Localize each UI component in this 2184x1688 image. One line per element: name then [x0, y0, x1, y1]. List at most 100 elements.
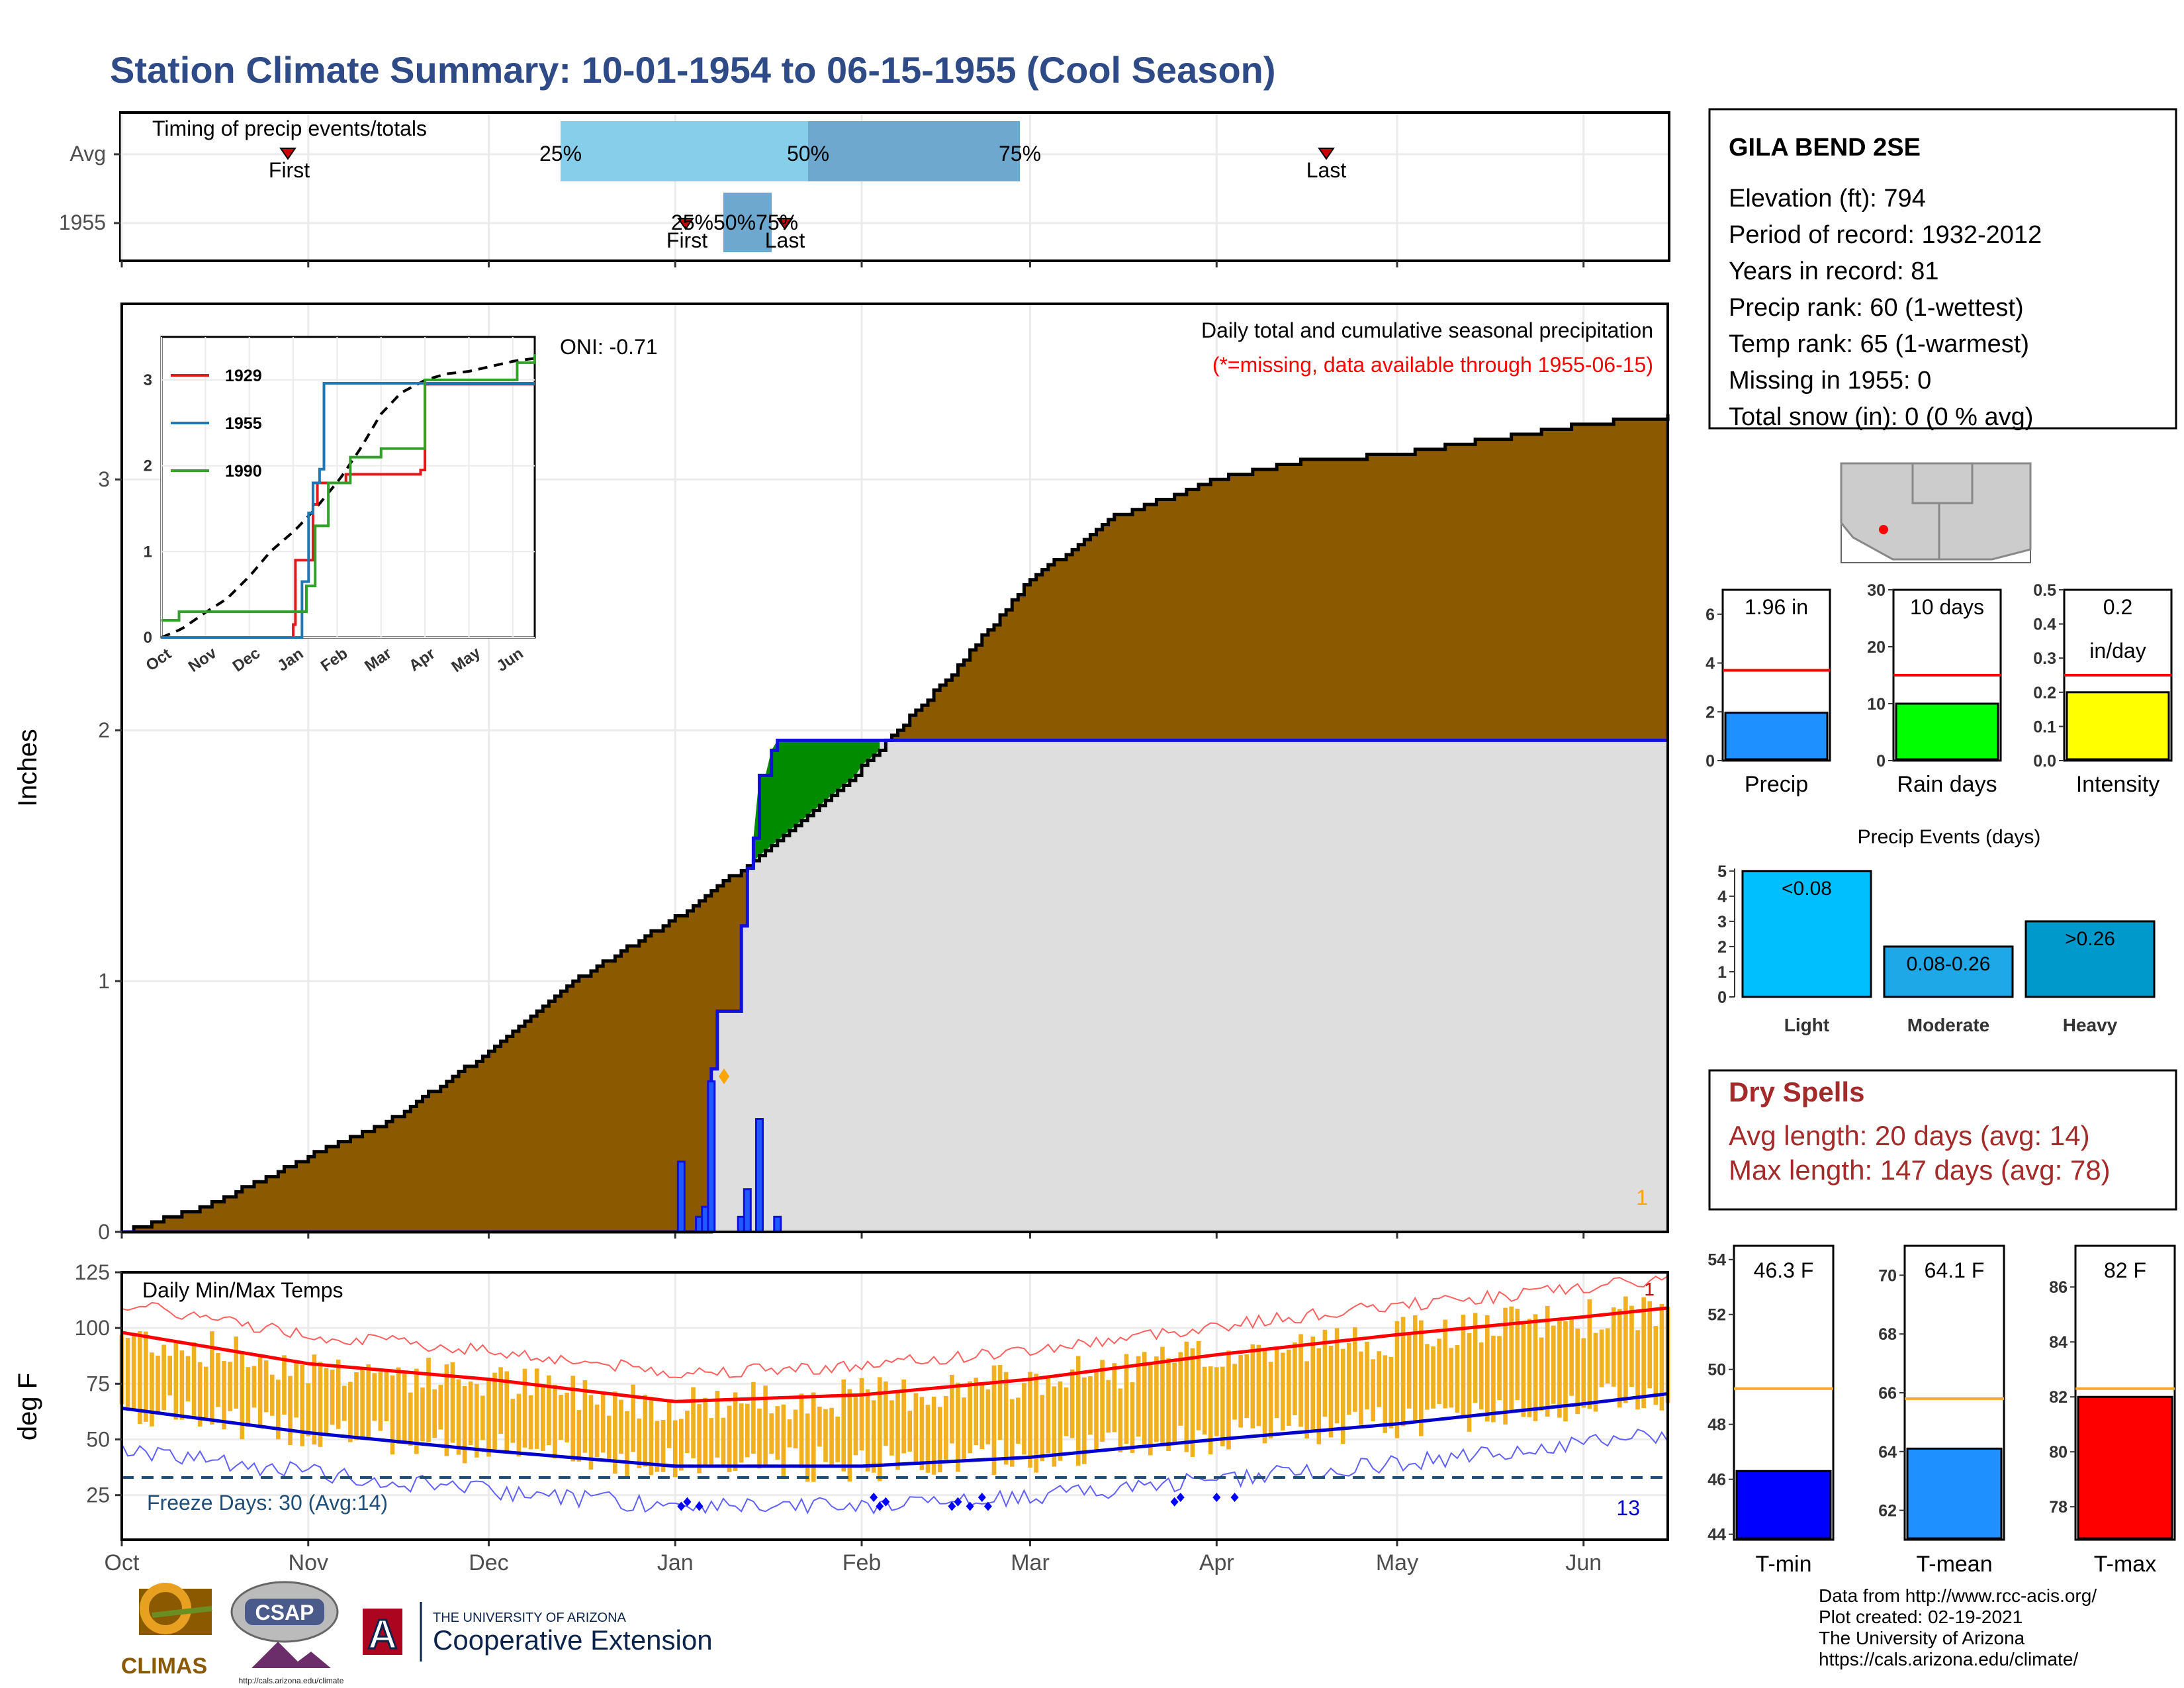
year-last-marker — [776, 218, 794, 230]
mini-precip-ytick: 0.3 — [2033, 649, 2056, 668]
daily-temp-bar — [216, 1352, 220, 1407]
mini-temp-chart: 44 46 48 50 52 54 46.3 F T-min — [1707, 1244, 1835, 1577]
precip-ytick: 0 — [98, 1220, 110, 1244]
daily-temp-bar — [745, 1403, 750, 1458]
daily-temp-bar — [414, 1368, 419, 1454]
daily-temp-bar — [179, 1350, 185, 1420]
daily-temp-bar — [672, 1420, 678, 1477]
daily-temp-bar — [631, 1384, 635, 1452]
daily-temp-bar — [1274, 1349, 1279, 1419]
temp-ytick: 50 — [86, 1428, 110, 1452]
oni-label: ONI: -0.71 — [560, 335, 658, 359]
daily-temp-bar — [1028, 1372, 1032, 1468]
daily-temp-bar — [324, 1368, 329, 1436]
daily-temp-bar — [228, 1362, 232, 1411]
daily-temp-bar — [685, 1411, 690, 1454]
daily-temp-bar — [257, 1354, 263, 1427]
daily-temp-bar — [1022, 1383, 1026, 1455]
svg-text:http://cals.arizona.edu/climat: http://cals.arizona.edu/climate — [239, 1676, 344, 1685]
daily-temp-bar — [384, 1370, 389, 1421]
daily-temp-bar — [504, 1371, 510, 1454]
mini-precip-ytick: 20 — [1867, 638, 1886, 657]
mini-temp-ytick: 78 — [2049, 1498, 2068, 1517]
daily-temp-bar — [931, 1396, 936, 1475]
station-info-line: Precip rank: 60 (1-wettest) — [1729, 294, 2024, 322]
missing-note: (*=missing, data available through 1955-… — [1212, 353, 1653, 377]
daily-temp-bar — [660, 1419, 666, 1472]
daily-temp-bar — [197, 1362, 203, 1427]
daily-temp-bar — [510, 1399, 516, 1443]
daily-temp-bar — [1130, 1382, 1135, 1453]
station-info-line: Period of record: 1932-2012 — [1729, 221, 2042, 249]
freeze-day-marker — [695, 1501, 704, 1511]
mini-temp-label: T-max — [2094, 1552, 2156, 1577]
avg-first-label: First — [269, 158, 310, 182]
mini-precip-ytick: 4 — [1706, 655, 1715, 673]
daily-temp-bar — [757, 1408, 762, 1469]
event-bar — [1883, 945, 2014, 998]
daily-temp-bar — [1545, 1305, 1550, 1417]
mini-precip-label: Intensity — [2076, 772, 2160, 797]
event-bar-label: 0.08-0.26 — [1907, 953, 1991, 975]
month-tick-label: Jan — [657, 1550, 694, 1575]
daily-temp-bar — [1527, 1319, 1532, 1417]
daily-temp-bar — [1371, 1359, 1375, 1422]
daily-temp-bar — [1293, 1342, 1297, 1415]
daily-temp-bar — [1075, 1356, 1081, 1466]
event-bar-label: <0.08 — [1782, 878, 1832, 900]
record-max-line — [121, 1276, 1668, 1379]
mini-temp-bar — [1906, 1447, 2003, 1540]
daily-temp-bar — [1100, 1360, 1105, 1442]
daily-temp-bar — [727, 1405, 732, 1472]
temps-panel: 25 50 75 100 125 Oct Nov Dec Jan Feb Mar Apr May Jun… — [13, 1260, 1670, 1575]
avg-q25-label: 25% — [539, 142, 582, 165]
daily-temp-bar — [649, 1397, 654, 1476]
daily-temp-bar — [1268, 1362, 1273, 1438]
daily-temp-bar — [420, 1387, 425, 1442]
daily-temp-bar — [1485, 1315, 1490, 1422]
daily-temp-bar — [901, 1379, 906, 1454]
avg-q25-q50-bar — [561, 121, 808, 181]
mini-precip-chart: 0 2 4 6 1.96 in Precip — [1706, 588, 1831, 797]
daily-temp-bar — [733, 1392, 738, 1471]
svg-text:CSAP: CSAP — [255, 1601, 314, 1624]
station-info-line: Temp rank: 65 (1-warmest) — [1729, 330, 2029, 358]
daily-temp-bar — [937, 1407, 942, 1473]
daily-temp-bar — [997, 1364, 1003, 1440]
mini-temp-ytick: 70 — [1878, 1266, 1897, 1285]
daily-temp-bar — [769, 1413, 774, 1454]
daily-temp-bar — [600, 1391, 606, 1453]
events-ytick: 4 — [1717, 888, 1727, 906]
event-category: Heavy — [2063, 1015, 2118, 1035]
footer-line: Data from http://www.rcc-acis.org/ — [1819, 1585, 2097, 1606]
mini-temp-label: T-mean — [1916, 1552, 1992, 1577]
daily-temp-bar — [1262, 1350, 1267, 1444]
daily-temp-bar — [781, 1404, 786, 1479]
freeze-day-marker — [954, 1497, 962, 1507]
mini-temp-ytick: 44 — [1707, 1526, 1726, 1544]
daily-precip-bar — [676, 1160, 686, 1233]
daily-temp-bar — [968, 1381, 972, 1454]
mini-precip-value-unit: in/day — [2089, 639, 2146, 663]
daily-temp-bar — [1136, 1356, 1141, 1437]
station-info-line: Missing in 1955: 0 — [1729, 367, 1931, 395]
mini-precip-ytick: 2 — [1706, 703, 1715, 722]
daily-temp-bar — [991, 1365, 997, 1476]
dry-spells-max: Max length: 147 days (avg: 78) — [1729, 1154, 2111, 1186]
daily-temp-bar — [925, 1405, 931, 1473]
daily-temp-bar — [318, 1362, 323, 1447]
daily-temp-bar — [468, 1381, 473, 1446]
daily-temp-bar — [1581, 1338, 1586, 1408]
month-tick-label: May — [1376, 1550, 1418, 1575]
mini-temp-ytick: 64 — [1878, 1443, 1897, 1462]
daily-temp-bar — [1365, 1341, 1369, 1410]
daily-temp-bar — [1388, 1356, 1394, 1429]
daily-temp-bar — [263, 1360, 269, 1413]
daily-temp-bar — [348, 1382, 353, 1442]
daily-temp-bar — [1533, 1314, 1538, 1421]
daily-temp-bar — [1611, 1307, 1616, 1387]
event-bar-label: >0.26 — [2065, 928, 2115, 950]
daily-temp-bar — [793, 1409, 798, 1449]
daily-temp-bar — [1593, 1333, 1598, 1412]
